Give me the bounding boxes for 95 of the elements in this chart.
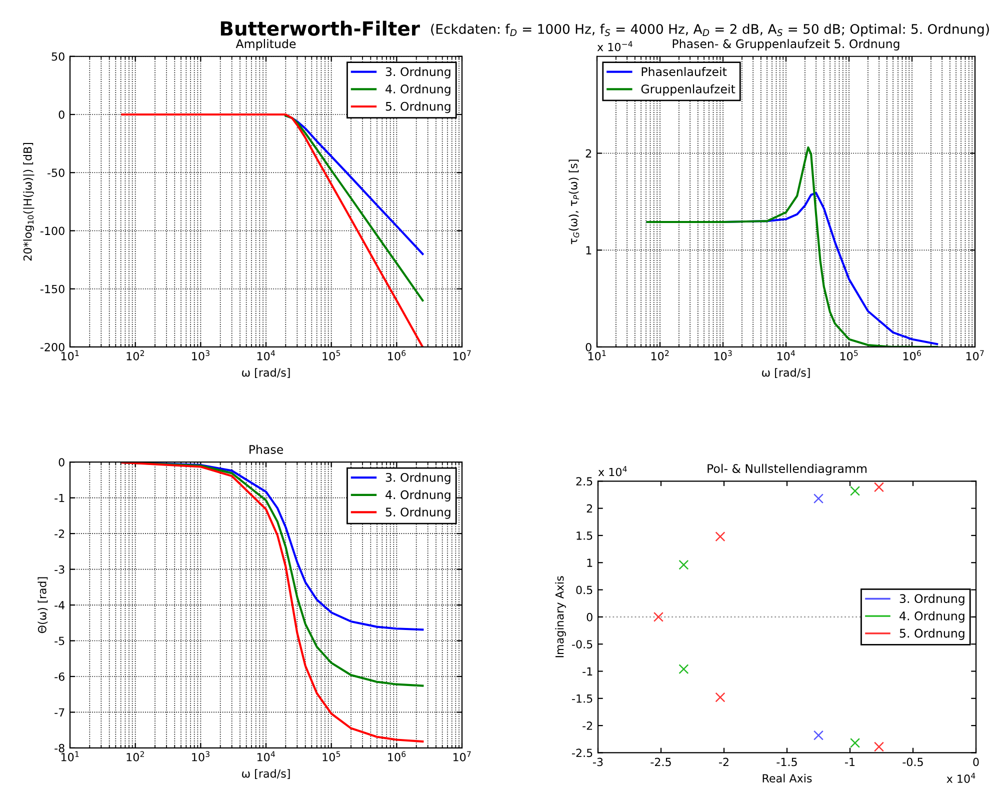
x-tick-label: -2.5 bbox=[650, 758, 671, 766]
text: x 10$^{−4}$ bbox=[597, 41, 632, 52]
y-tick-label: -2 bbox=[54, 530, 64, 538]
x-tick-label: 10$^{6}$ bbox=[388, 751, 406, 762]
y-tick-label: 2 bbox=[586, 149, 592, 158]
text: (Eckdaten: f$_{D}$ = 1000 Hz, f$_{S}$ = 4000 Hz, A$_{D}$ = 2 dB, A$_{S}$ = 50 dB; Optimal: 5. Ordnung) bbox=[431, 24, 989, 37]
point bbox=[850, 486, 860, 496]
y-tick-label: -5 bbox=[54, 636, 64, 646]
x-tick-label: 10$^{4}$ bbox=[257, 350, 275, 360]
y-tick-label: -150 bbox=[40, 284, 64, 294]
point bbox=[874, 742, 884, 752]
point bbox=[813, 494, 824, 504]
point bbox=[715, 692, 726, 702]
point bbox=[678, 560, 689, 570]
legend-label: Phasenlaufzeit bbox=[642, 67, 727, 76]
point bbox=[653, 612, 664, 622]
y-tick-label: 0 bbox=[586, 612, 592, 622]
x-tick-label: -2 bbox=[719, 758, 728, 766]
x-tick-label: 10$^{5}$ bbox=[322, 751, 340, 762]
y-tick-label: -8 bbox=[54, 744, 64, 752]
x-axis-title: Real Axis bbox=[762, 774, 812, 782]
text: x 10$^{4}$ bbox=[598, 466, 627, 476]
y-tick-label: -1.5 bbox=[572, 694, 592, 703]
y-axis-title: τ$_{G}$(ω), τ$_{P}$(ω) [s] bbox=[568, 160, 580, 244]
y-tick-label: 1.5 bbox=[576, 532, 592, 540]
y-tick-label: -4 bbox=[54, 601, 65, 610]
point bbox=[678, 664, 689, 674]
x-tick-label: -3 bbox=[593, 758, 603, 766]
y-tick-label: 2.5 bbox=[576, 477, 592, 486]
point bbox=[850, 738, 860, 748]
point bbox=[813, 730, 824, 740]
y-tick-label: 0 bbox=[58, 458, 64, 466]
y-tick-label: -1 bbox=[54, 494, 64, 502]
chart-title: Phasen- & Gruppenlaufzeit 5. Ordnung bbox=[672, 39, 900, 50]
legend-label: 5. Ordnung bbox=[386, 507, 450, 519]
y-tick-label: -200 bbox=[40, 342, 64, 352]
x-tick-label: 10$^{2}$ bbox=[126, 350, 144, 360]
y-tick-label: -0.5 bbox=[572, 640, 592, 648]
legend-label: Gruppenlaufzeit bbox=[641, 84, 736, 96]
x-tick-label: 0 bbox=[973, 758, 979, 766]
y-axis-title: 20*log$_{10}$(|H(jω)|) [dB] bbox=[23, 142, 34, 261]
x-tick-label: 10$^{1}$ bbox=[588, 350, 606, 360]
y-tick-label: -1 bbox=[582, 667, 592, 676]
x-tick-label: 10$^{1}$ bbox=[61, 350, 79, 360]
x-axis-title: ω [rad/s] bbox=[242, 769, 290, 780]
x-tick-label: 10$^{2}$ bbox=[126, 751, 144, 762]
point bbox=[715, 532, 726, 542]
x-tick-label: 10$^{3}$ bbox=[714, 350, 732, 360]
y-tick-label: 0 bbox=[58, 110, 64, 119]
x-tick-label: 10$^{7}$ bbox=[966, 350, 984, 360]
y-tick-label: 50 bbox=[52, 52, 64, 61]
y-tick-label: -50 bbox=[48, 168, 64, 177]
legend-label: 5. Ordnung bbox=[386, 102, 450, 114]
y-tick-label: 1 bbox=[586, 246, 592, 254]
chart-title: Phase bbox=[250, 444, 283, 454]
x-tick-label: 10$^{3}$ bbox=[192, 751, 210, 762]
legend-label: 4. Ordnung bbox=[900, 611, 964, 623]
y-axis-title: Θ(ω) [rad] bbox=[38, 577, 48, 634]
x-tick-label: 10$^{2}$ bbox=[651, 350, 669, 360]
x-tick-label: 10$^{5}$ bbox=[840, 350, 858, 360]
x-axis-title: ω [rad/s] bbox=[242, 368, 290, 378]
y-tick-label: -3 bbox=[54, 565, 64, 574]
legend-label: 3. Ordnung bbox=[900, 594, 964, 606]
point bbox=[874, 482, 884, 492]
x-tick-label: 10$^{6}$ bbox=[388, 350, 406, 360]
x-tick-label: 10$^{5}$ bbox=[322, 350, 340, 360]
x-tick-label: -0.5 bbox=[902, 758, 923, 766]
x-tick-label: -1 bbox=[845, 758, 855, 766]
y-tick-label: -100 bbox=[40, 226, 64, 236]
x-tick-label: 10$^{3}$ bbox=[192, 350, 210, 360]
legend-label: 4. Ordnung bbox=[386, 490, 450, 502]
chart-title: Amplitude bbox=[236, 39, 296, 50]
x-tick-label: 10$^{4}$ bbox=[257, 751, 275, 762]
legend-label: 3. Ordnung bbox=[386, 472, 450, 484]
legend-label: 3. Ordnung bbox=[386, 67, 450, 78]
y-tick-label: -2 bbox=[582, 722, 592, 730]
y-tick-label: -6 bbox=[54, 672, 64, 681]
y-tick-label: 0.5 bbox=[576, 586, 592, 594]
x-tick-label: 10$^{1}$ bbox=[61, 751, 79, 762]
x-tick-label: 10$^{4}$ bbox=[777, 350, 795, 360]
x-tick-label: 10$^{7}$ bbox=[453, 751, 471, 762]
legend-label: 4. Ordnung bbox=[386, 84, 450, 96]
x-tick-label: 10$^{7}$ bbox=[453, 350, 471, 360]
y-tick-label: 1 bbox=[587, 558, 592, 567]
text: Butterworth-Filter bbox=[220, 20, 420, 36]
y-tick-label: 0 bbox=[586, 342, 592, 352]
legend-label: 5. Ordnung bbox=[900, 628, 964, 640]
x-axis-title: ω [rad/s] bbox=[762, 368, 810, 378]
y-axis-title: Imaginary Axis bbox=[555, 576, 566, 658]
text: x 10$^{4}$ bbox=[946, 772, 976, 783]
y-tick-label: -7 bbox=[54, 708, 64, 716]
chart-title: Pol- & Nullstellendiagramm bbox=[708, 464, 866, 476]
x-tick-label: 10$^{6}$ bbox=[903, 350, 921, 360]
x-tick-label: -1.5 bbox=[776, 758, 797, 766]
y-tick-label: 2 bbox=[586, 504, 592, 513]
